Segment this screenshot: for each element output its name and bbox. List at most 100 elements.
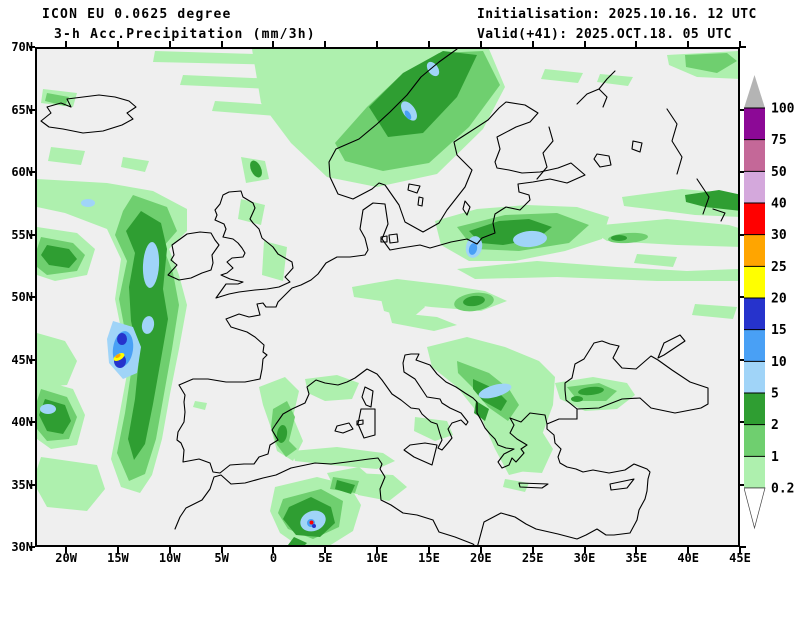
precip-region-l02 [692,304,737,319]
lon-tick-label: 5E [318,551,333,565]
lon-tick-mark [531,547,534,553]
lon-tick-mark [324,41,327,47]
coast-zealand [388,233,399,244]
lat-tick-mark [29,108,35,111]
lat-tick-label: 40N [11,415,33,429]
precip-region-l02 [37,457,105,511]
river-russia-2 [666,108,683,175]
precip-region-l02 [305,375,359,401]
colorbar-segment [744,329,765,362]
map-frame [35,47,740,547]
precip-region-l5 [142,242,160,288]
precip-region-l2 [685,190,738,211]
lon-tick-mark [479,547,482,553]
coast-black-sea [564,340,709,414]
lat-tick-label: 30N [11,540,33,554]
precip-region-l02 [48,147,85,165]
lat-tick-mark [29,171,35,173]
lon-tick-mark [116,41,119,47]
lon-tick-mark [272,547,275,553]
colorbar-label: 5 [771,387,779,402]
lat-tick-mark [740,233,746,236]
lon-tick-label: 35E [625,551,648,565]
colorbar-label: 40 [771,197,787,212]
lon-tick-label: 25E [521,551,544,565]
lon-tick-mark [739,41,742,47]
lat-tick-mark [740,358,746,361]
coast-azov [657,334,686,359]
lat-tick-mark [740,483,746,486]
lat-tick-label: 60N [11,165,33,179]
precip-region-l5 [513,230,547,248]
coast-north-africa [174,423,651,545]
precip-region-l5 [478,383,512,399]
precip-region-l02 [262,241,287,281]
precip-region-l02 [212,101,305,118]
lon-tick-mark [116,547,119,553]
colorbar-label: 25 [771,260,787,275]
precip-region-l02 [153,51,289,65]
precip-region-l02 [121,157,149,172]
precip-region-l1 [685,53,737,73]
coast-mallorca [334,422,354,434]
lon-tick-mark [376,547,379,553]
precip-region-l1 [45,93,69,106]
colorbar-label: 15 [771,323,787,338]
lat-tick-mark [740,171,746,173]
lat-tick-mark [29,296,35,298]
colorbar-segment [744,393,765,425]
lake-vanern [407,183,421,194]
lon-tick-mark [635,41,638,47]
colorbar-label: 75 [771,133,787,148]
lon-tick-label: 45E [729,551,751,565]
coast-gotland [462,200,471,216]
lat-tick-label: 55N [11,227,33,242]
precip-region-l02 [37,333,77,387]
coast-iceland [40,94,137,134]
lat-tick-label: 35N [11,477,33,492]
precipitation-colorbar: 100 75 50 40 30 25 20 15 10 5 2 1 0.2 [744,75,795,530]
precip-region-l2 [250,160,262,178]
precip-region-l2 [288,537,307,545]
valid-time: Valid(+41): 2025.OCT.18. 05 UTC [477,27,733,42]
lake-ladoga [593,153,612,168]
precip-region-l02 [389,312,457,331]
lon-tick-mark [635,547,638,553]
colorbar-segment [744,171,765,203]
precip-region-l02 [193,401,207,410]
coast-cyprus [609,478,635,491]
colorbar-segment [744,234,765,267]
colorbar-segment [744,361,765,393]
colorbar-label: 30 [771,228,787,243]
colorbar-segment [744,139,765,172]
lon-tick-mark [427,41,430,47]
lon-tick-label: 0 [269,551,278,565]
colorbar-segment [744,424,765,457]
colorbar-segment [744,456,765,488]
colorbar-label: 50 [771,165,787,180]
precip-region-l30 [309,520,314,525]
precip-region-l02 [541,69,583,83]
colorbar-label: 0.2 [771,482,794,497]
precip-region-l02 [414,417,453,441]
lon-tick-label: 5W [214,551,229,565]
colorbar-segment [744,298,765,330]
lon-tick-label: 40E [677,551,700,565]
coast-sardinia [357,408,376,439]
lon-tick-label: 30E [573,551,596,565]
colorbar-label: 100 [771,102,795,117]
lon-tick-mark [427,547,430,553]
lon-tick-label: 15W [107,551,129,565]
lon-tick-mark [583,41,586,47]
map-canvas [37,49,738,545]
precip-region-l15 [117,333,127,345]
lat-tick-mark [29,46,35,48]
coast-corsica [361,386,374,408]
precip-region-l2 [571,396,583,402]
precip-region-l02 [634,254,677,267]
precip-region-l2 [369,51,477,137]
lon-tick-mark [687,41,690,47]
lat-tick-mark [29,483,35,486]
colorbar-label: 1 [771,450,779,465]
river-russia-4 [712,208,726,222]
